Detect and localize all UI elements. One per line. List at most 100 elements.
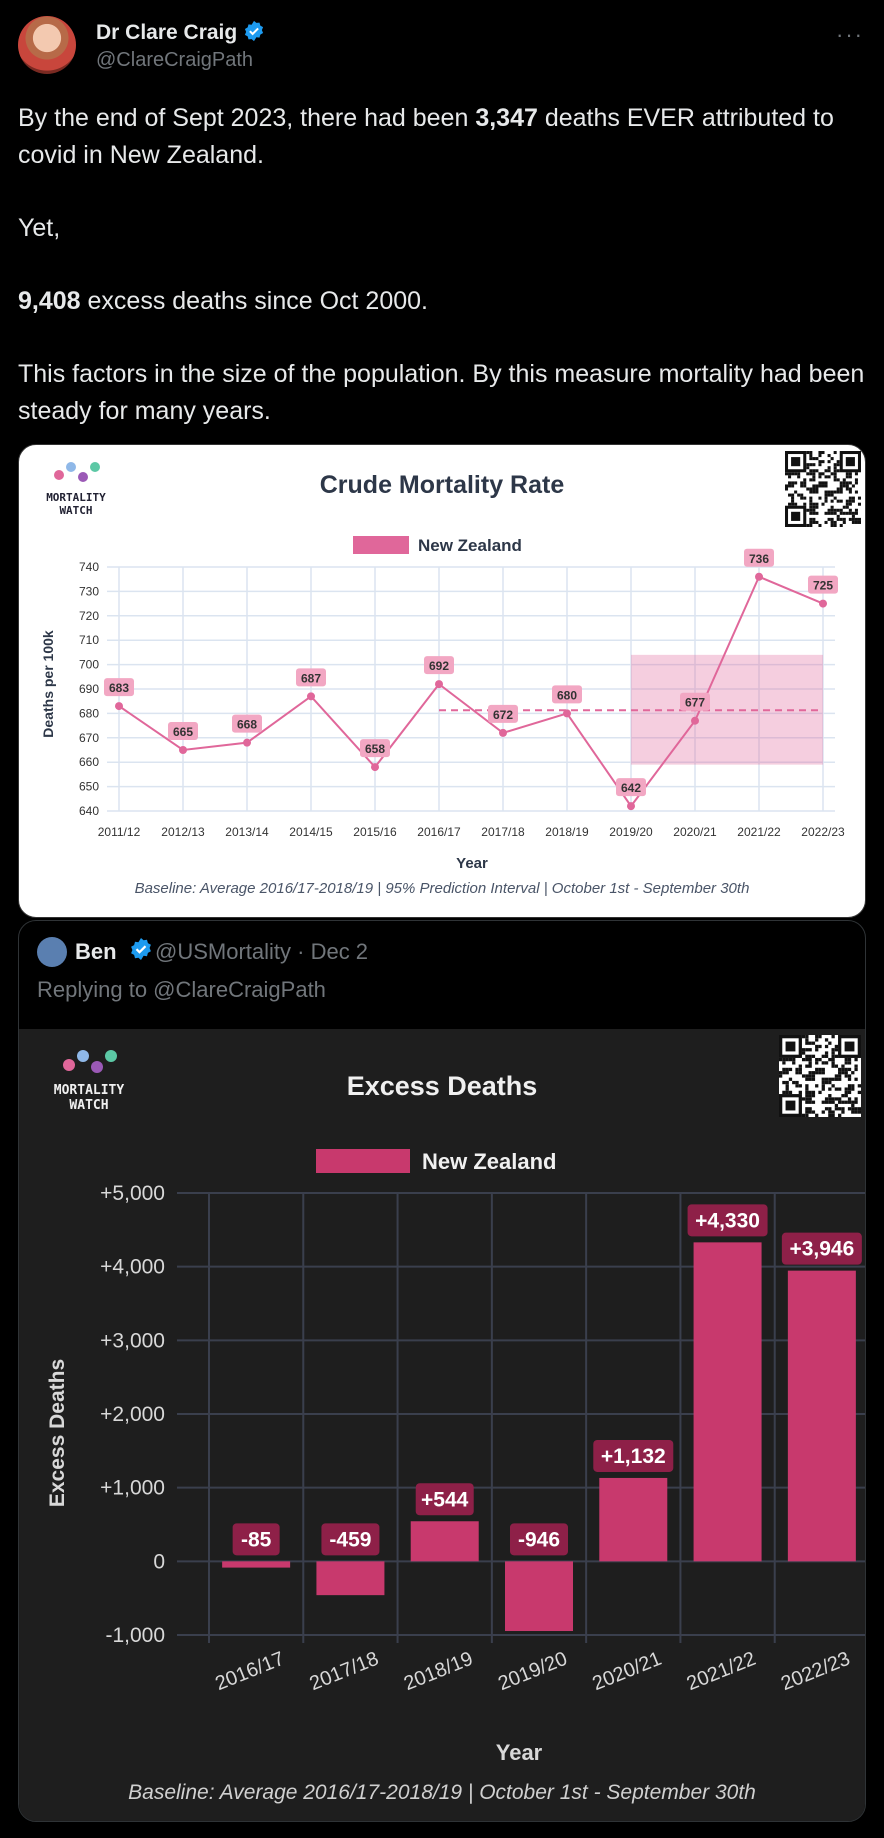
qr-module xyxy=(827,466,831,470)
qr-module xyxy=(827,475,831,479)
qr-module xyxy=(815,1048,819,1052)
qr-module xyxy=(808,1054,812,1058)
legend-swatch xyxy=(316,1149,410,1173)
qr-module xyxy=(818,451,822,455)
excess-deaths-card[interactable]: MORTALITY WATCH Excess Deaths New Zealan… xyxy=(19,1029,865,1821)
quoted-author-name[interactable]: Ben xyxy=(75,939,117,964)
quoted-tweet[interactable]: Ben @USMortality · Dec 2 Replying to @Cl… xyxy=(18,920,866,1822)
qr-module xyxy=(833,475,837,479)
qr-module xyxy=(818,523,822,527)
author-name[interactable]: Dr Clare Craig xyxy=(96,20,265,48)
qr-module xyxy=(828,1100,832,1104)
qr-module xyxy=(844,1087,848,1091)
qr-module xyxy=(808,1097,812,1101)
qr-module xyxy=(794,502,798,506)
qr-module xyxy=(833,451,837,455)
qr-module xyxy=(821,484,825,488)
author-handle[interactable]: @ClareCraigPath xyxy=(96,49,254,71)
y-tick-label: +2,000 xyxy=(100,1403,165,1426)
qr-module xyxy=(834,1048,839,1052)
data-label: 677 xyxy=(685,696,705,710)
data-point xyxy=(691,716,699,725)
qr-module xyxy=(827,469,831,473)
qr-module xyxy=(806,463,810,467)
qr-module xyxy=(818,472,822,476)
qr-module xyxy=(844,1071,848,1075)
qr-module xyxy=(809,454,813,458)
qr-module xyxy=(833,469,837,473)
qr-module xyxy=(809,457,813,461)
qr-module xyxy=(806,487,810,491)
qr-module xyxy=(815,1113,819,1117)
qr-module xyxy=(782,1080,786,1085)
qr-module xyxy=(821,481,825,485)
qr-module xyxy=(839,508,843,512)
chart-title: Crude Mortality Rate xyxy=(320,471,565,499)
data-point xyxy=(243,738,251,747)
qr-module xyxy=(834,1064,839,1068)
qr-module xyxy=(805,1038,809,1042)
bar-2021-22 xyxy=(693,1242,762,1562)
qr-module xyxy=(827,460,831,464)
qr-finder xyxy=(845,457,855,467)
qr-module xyxy=(815,457,819,461)
qr-module xyxy=(785,487,789,491)
qr-module xyxy=(805,1110,809,1114)
legend-label: New Zealand xyxy=(422,1149,556,1174)
qr-module xyxy=(831,1100,835,1104)
qr-module xyxy=(839,523,843,527)
data-label-bg xyxy=(360,739,390,758)
qr-module xyxy=(788,502,792,506)
qr-module xyxy=(854,478,858,482)
qr-module xyxy=(792,1080,796,1085)
y-tick-label: 650 xyxy=(79,780,99,794)
qr-module xyxy=(842,520,846,524)
x-tick-label: 2012/13 xyxy=(161,825,205,839)
quoted-avatar[interactable] xyxy=(37,937,67,967)
qr-module xyxy=(805,1054,809,1058)
qr-module xyxy=(838,1097,842,1101)
qr-module xyxy=(838,1071,842,1075)
qr-module xyxy=(805,1077,809,1081)
qr-module xyxy=(785,1087,789,1091)
qr-module xyxy=(821,472,825,476)
bar-2022-23 xyxy=(787,1270,856,1562)
qr-module xyxy=(841,1094,845,1098)
qr-module xyxy=(818,475,822,479)
qr-module xyxy=(815,1057,819,1062)
logo-text-line1: MORTALITY xyxy=(46,491,106,504)
qr-module xyxy=(854,1110,858,1114)
replying-to[interactable]: Replying to @ClareCraigPath xyxy=(37,977,326,1002)
qr-module xyxy=(827,511,831,515)
qr-module xyxy=(833,511,837,515)
qr-module xyxy=(830,511,834,515)
qr-module xyxy=(803,481,807,485)
qr-module xyxy=(811,1094,816,1098)
qr-module xyxy=(828,1094,832,1098)
quoted-author-handle[interactable]: @USMortality · Dec 2 xyxy=(155,939,369,964)
qr-module xyxy=(827,493,831,497)
qr-module xyxy=(845,475,849,479)
qr-module xyxy=(839,499,843,503)
mortality-rate-card[interactable]: MORTALITY WATCH Crude Mortality Rate New… xyxy=(18,444,866,918)
qr-module xyxy=(833,466,837,470)
data-label: 680 xyxy=(557,688,577,702)
qr-module xyxy=(828,1107,832,1111)
qr-module xyxy=(805,1064,809,1068)
qr-module xyxy=(809,502,813,506)
data-label-bg xyxy=(808,575,838,594)
qr-module xyxy=(808,1057,812,1062)
qr-module xyxy=(798,1084,802,1088)
qr-module xyxy=(821,1054,825,1058)
qr-module xyxy=(812,469,816,473)
qr-module xyxy=(827,490,831,494)
more-icon[interactable]: ··· xyxy=(836,22,864,47)
qr-module xyxy=(830,517,834,521)
x-tick-label: 2017/18 xyxy=(481,825,525,839)
avatar[interactable] xyxy=(18,16,76,74)
author-name-text[interactable]: Dr Clare Craig xyxy=(96,21,238,44)
qr-module xyxy=(809,490,813,494)
qr-module xyxy=(833,520,837,524)
qr-module xyxy=(857,1084,861,1088)
value-label: +544 xyxy=(421,1488,469,1511)
